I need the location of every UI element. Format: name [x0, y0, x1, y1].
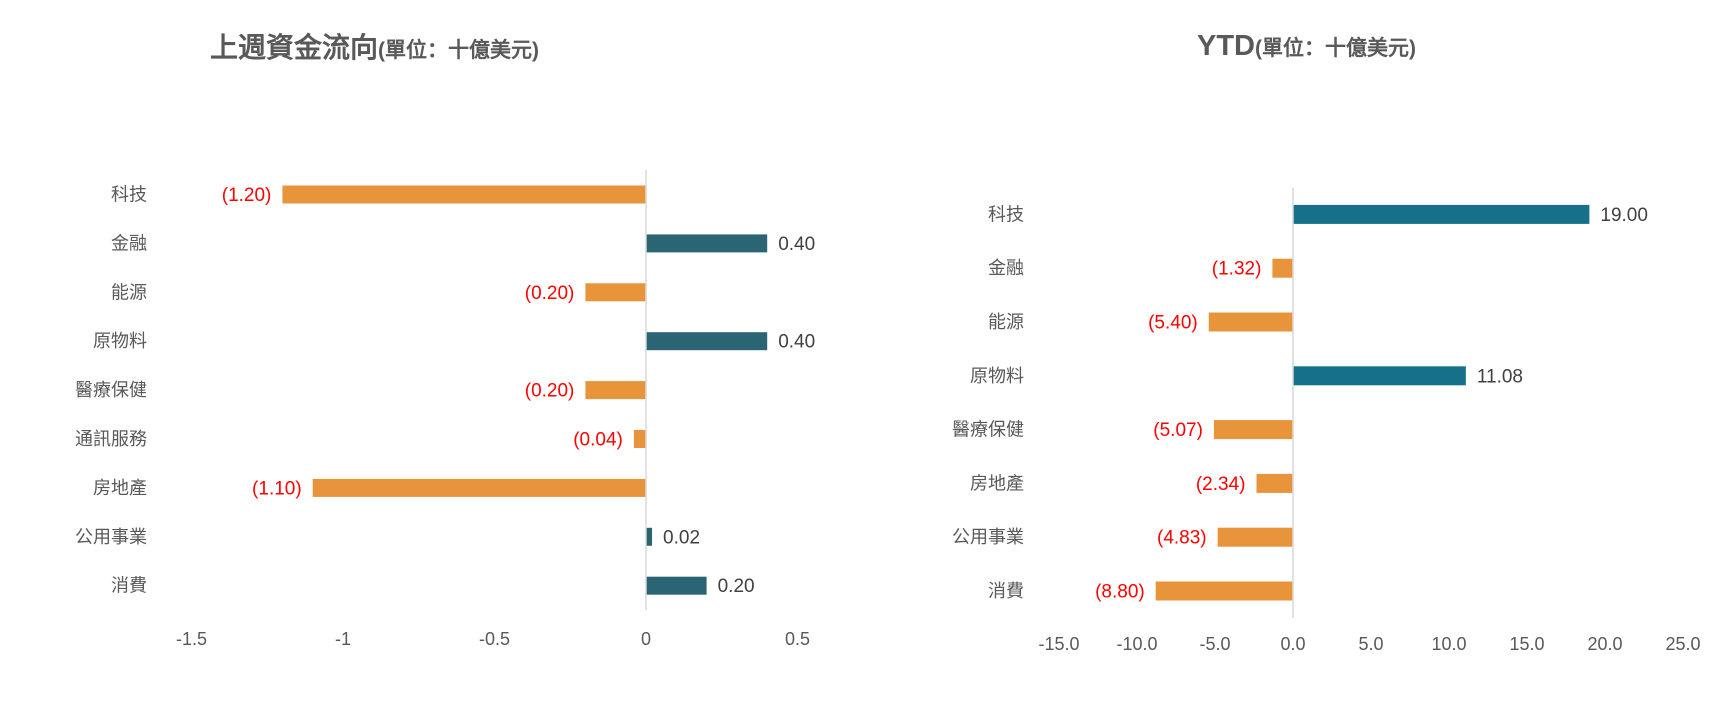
data-label: (0.04) — [573, 430, 623, 451]
category-label: 能源 — [988, 312, 1024, 332]
ytd-fund-flow-chart: YTD(單位：十億美元) 科技 19.00 金融 (1.32) 能源 (5.40) 原物料 1… — [952, 30, 1701, 654]
x-tick-label: 5.0 — [1358, 634, 1383, 654]
category-label: 金融 — [111, 233, 147, 253]
category-label: 房地產 — [970, 473, 1024, 493]
data-label: (0.20) — [525, 283, 575, 304]
category-label: 醫療保健 — [952, 420, 1024, 440]
category-label: 房地產 — [93, 478, 147, 498]
category-label: 原物料 — [93, 331, 147, 351]
x-tick-label: 0.0 — [1280, 634, 1305, 654]
data-label: (2.34) — [1196, 474, 1246, 495]
data-label: (1.32) — [1212, 259, 1262, 280]
x-tick-label: 25.0 — [1665, 634, 1700, 654]
ytd-chart-title: YTD(單位：十億美元) — [1197, 30, 1416, 62]
category-label: 原物料 — [970, 366, 1024, 386]
data-label: 11.08 — [1477, 366, 1523, 387]
category-label: 消費 — [988, 581, 1024, 601]
ytd-flow-bar — [1256, 473, 1293, 493]
ytd-flow-bar — [1208, 312, 1293, 332]
category-label: 消費 — [111, 576, 147, 596]
chart-title-unit: (單位：十億美元) — [1255, 36, 1416, 60]
weekly-flow-bar — [646, 527, 653, 546]
category-label: 公用事業 — [952, 527, 1024, 547]
data-label: (0.20) — [525, 381, 575, 402]
x-tick-label: -1 — [335, 629, 351, 649]
x-tick-label: 0.5 — [785, 629, 810, 649]
weekly-flow-bar — [585, 381, 646, 400]
ytd-flow-bar — [1272, 258, 1293, 278]
weekly-flow-bar — [282, 185, 646, 204]
x-tick-label: 10.0 — [1431, 634, 1466, 654]
data-label: 0.02 — [663, 527, 700, 548]
x-tick-label: 15.0 — [1509, 634, 1544, 654]
data-label: (1.20) — [222, 185, 272, 206]
category-label: 科技 — [111, 185, 147, 205]
category-label: 公用事業 — [75, 527, 147, 547]
chart-title-unit: (單位：十億美元) — [378, 38, 539, 62]
weekly-chart-title: 上週資金流向(單位：十億美元) — [210, 31, 539, 63]
x-tick-label: -0.5 — [479, 629, 510, 649]
data-label: (5.40) — [1148, 313, 1198, 334]
category-label: 能源 — [111, 282, 147, 302]
category-label: 金融 — [988, 258, 1024, 278]
ytd-flow-bar — [1217, 527, 1293, 547]
weekly-flow-bar — [312, 478, 646, 497]
weekly-flow-bar — [646, 576, 707, 595]
weekly-flow-bar — [646, 234, 768, 253]
ytd-flow-bar — [1213, 420, 1293, 440]
data-label: (4.83) — [1157, 528, 1207, 549]
x-tick-label: -1.5 — [176, 629, 207, 649]
data-label: 0.40 — [778, 332, 815, 353]
data-label: (1.10) — [252, 478, 302, 499]
data-label: 0.20 — [718, 576, 755, 597]
weekly-flow-bar — [633, 430, 646, 448]
x-tick-label: 0 — [641, 629, 651, 649]
data-label: (8.80) — [1095, 582, 1145, 603]
chart-title-main: YTD — [1197, 30, 1255, 62]
category-label: 科技 — [988, 204, 1024, 224]
weekly-fund-flow-chart: 上週資金流向(單位：十億美元) 科技 (1.20) 金融 0.40 能源 (0.20) 原物… — [75, 31, 815, 649]
weekly-flow-bar — [585, 283, 646, 302]
ytd-flow-bar — [1155, 581, 1293, 601]
ytd-flow-bar — [1293, 204, 1590, 224]
ytd-flow-bar — [1293, 366, 1466, 386]
x-tick-label: 20.0 — [1587, 634, 1622, 654]
x-tick-label: -10.0 — [1116, 634, 1157, 654]
weekly-flow-bar — [646, 332, 768, 351]
x-tick-label: -15.0 — [1038, 634, 1079, 654]
x-tick-label: -5.0 — [1199, 634, 1230, 654]
data-label: (5.07) — [1153, 420, 1203, 441]
data-label: 0.40 — [778, 234, 815, 255]
chart-title-main: 上週資金流向 — [210, 31, 378, 63]
category-label: 醫療保健 — [75, 380, 147, 400]
category-label: 通訊服務 — [75, 429, 147, 449]
data-label: 19.00 — [1600, 205, 1648, 226]
